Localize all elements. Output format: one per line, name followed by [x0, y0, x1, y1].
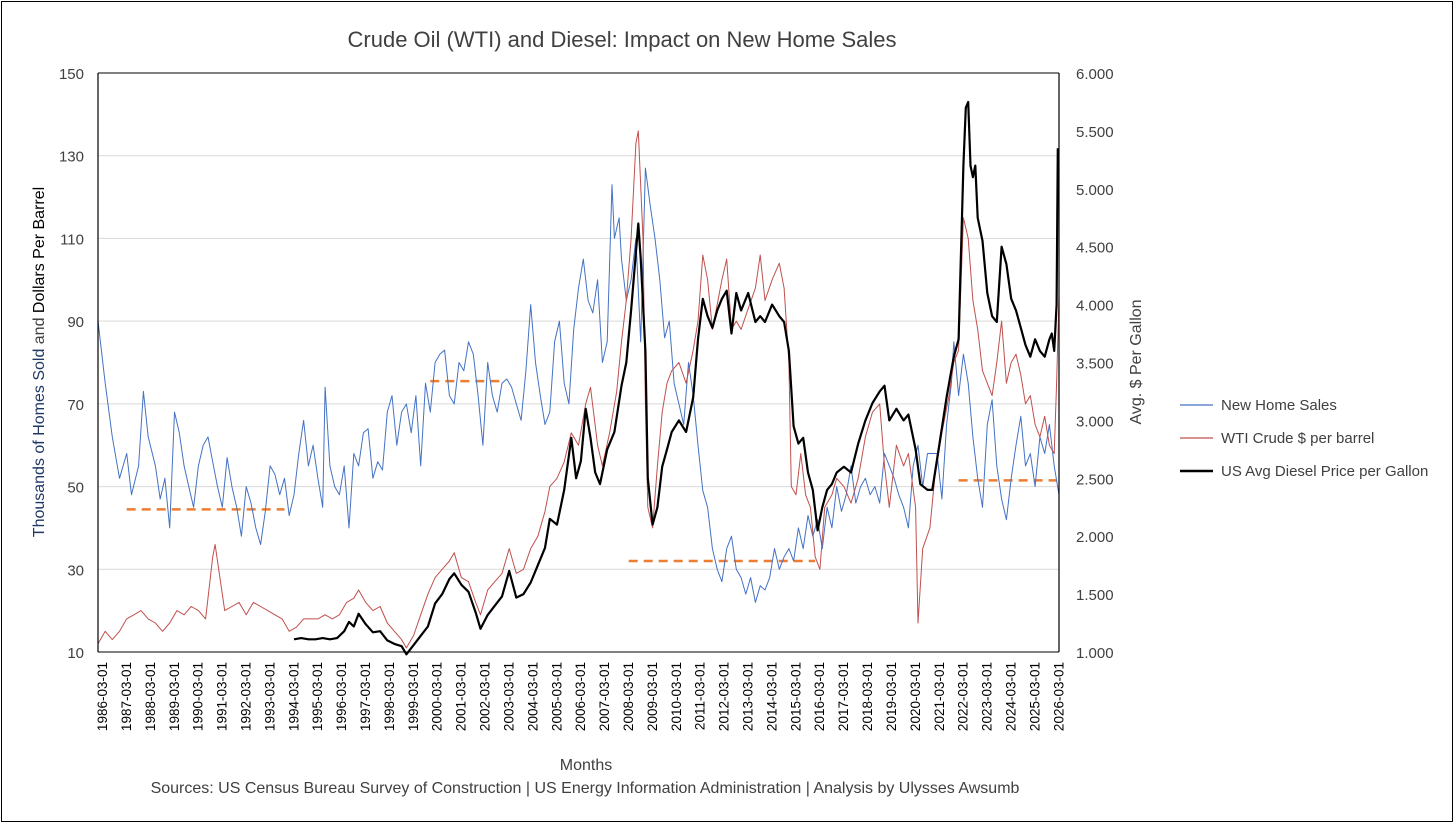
y-tick-label: 50 [67, 480, 84, 497]
y-axis-label: Thousands of Homes Sold and Dollars Per … [31, 187, 48, 537]
x-tick-label: 2022-03-01 [956, 662, 971, 731]
x-tick-label: 1998-03-01 [382, 662, 397, 731]
y-axis-label-and: and [31, 313, 48, 349]
y-tick-label: 150 [59, 66, 84, 83]
x-tick-label: 1992-03-01 [238, 662, 253, 731]
series-line-2 [293, 100, 1059, 656]
x-tick-label: 1996-03-01 [334, 662, 349, 731]
series-group [97, 100, 1060, 656]
x-tick-label: 2002-03-01 [478, 662, 493, 731]
legend-label: WTI Crude $ per barrel [1221, 430, 1374, 447]
y2-tick-label: 1.000 [1076, 645, 1114, 662]
x-tick-label: 2003-03-01 [501, 662, 516, 731]
y-tick-label: 70 [67, 397, 84, 414]
x-tick-label: 1990-03-01 [191, 662, 206, 731]
y2-tick-label: 5.000 [1076, 182, 1114, 199]
y2-tick-label: 3.500 [1076, 356, 1114, 373]
x-tick-label: 2012-03-01 [717, 662, 732, 731]
legend-label: New Home Sales [1221, 397, 1337, 414]
series-line-1 [97, 130, 1060, 649]
y-tick-label: 90 [67, 314, 84, 331]
x-tick-label: 2011-03-01 [693, 662, 708, 730]
right-y-ticks: 1.000 1.500 2.000 2.500 3.000 3.500 4.000 4.500… [1076, 66, 1114, 662]
x-tick-label: 2018-03-01 [860, 662, 875, 731]
legend: New Home Sales WTI Crude $ per barrel US A… [1180, 397, 1428, 480]
y2-tick-label: 4.000 [1076, 298, 1114, 315]
x-ticks: 1986-03-01 1987-03-01 1988-03-01 1989-03-01… [95, 662, 1066, 731]
x-tick-label: 2014-03-01 [764, 662, 779, 731]
x-tick-label: 2023-03-01 [980, 662, 995, 731]
y2-tick-label: 2.500 [1076, 471, 1114, 488]
gridlines [98, 155, 1059, 570]
source-text: Sources: US Census Bureau Survey of Cons… [151, 780, 1020, 797]
series-line-0 [97, 167, 1060, 603]
x-tick-label: 2006-03-01 [573, 662, 588, 731]
x-tick-label: 2019-03-01 [884, 662, 899, 731]
x-tick-label: 2024-03-01 [1003, 662, 1018, 731]
y2-tick-label: 2.000 [1076, 529, 1114, 546]
x-tick-label: 1988-03-01 [143, 662, 158, 731]
y-tick-label: 130 [59, 149, 84, 166]
x-tick-label: 1991-03-01 [215, 662, 230, 731]
y-tick-label: 10 [67, 645, 84, 662]
y2-tick-label: 5.500 [1076, 124, 1114, 141]
x-tick-label: 2025-03-01 [1027, 662, 1042, 731]
x-tick-label: 2009-03-01 [645, 662, 660, 731]
x-tick-label: 2020-03-01 [908, 662, 923, 731]
x-tick-label: 2016-03-01 [812, 662, 827, 731]
x-tick-label: 2015-03-01 [788, 662, 803, 731]
y-axis-label-suffix: Dollars Per Barrel [31, 187, 48, 313]
x-tick-label: 2010-03-01 [669, 662, 684, 731]
left-y-ticks: 10 30 50 70 90 110 130 150 [59, 66, 84, 662]
y2-tick-label: 6.000 [1076, 66, 1114, 83]
x-tick-label: 1994-03-01 [286, 662, 301, 731]
x-tick-label: 1989-03-01 [167, 662, 182, 731]
x-tick-label: 1993-03-01 [262, 662, 277, 731]
x-tick-label: 1999-03-01 [406, 662, 421, 731]
x-axis-label: Months [560, 757, 612, 774]
y2-tick-label: 4.500 [1076, 240, 1114, 257]
x-tick-label: 2000-03-01 [430, 662, 445, 731]
x-tick-label: 2004-03-01 [525, 662, 540, 731]
chart-title: Crude Oil (WTI) and Diesel: Impact on Ne… [348, 27, 897, 52]
y2-axis-label: Avg. $ Per Gallon [1128, 299, 1145, 424]
x-tick-label: 1997-03-01 [358, 662, 373, 731]
y-axis-label-prefix: Thousands of Homes Sold [31, 349, 48, 538]
x-tick-label: 2005-03-01 [549, 662, 564, 731]
x-tick-label: 2026-03-01 [1051, 662, 1066, 731]
x-tick-label: 2013-03-01 [741, 662, 756, 731]
x-tick-label: 1986-03-01 [95, 662, 110, 731]
y2-tick-label: 3.000 [1076, 413, 1114, 430]
average-lines [126, 379, 1057, 563]
y2-tick-label: 1.500 [1076, 587, 1114, 604]
legend-label: US Avg Diesel Price per Gallon [1221, 463, 1428, 480]
x-tick-label: 1995-03-01 [310, 662, 325, 731]
y-tick-label: 110 [60, 231, 84, 248]
y-tick-label: 30 [67, 562, 84, 579]
x-tick-label: 1987-03-01 [119, 662, 134, 731]
x-tick-label: 2008-03-01 [621, 662, 636, 731]
x-tick-label: 2021-03-01 [932, 662, 947, 731]
x-tick-label: 2007-03-01 [597, 662, 612, 731]
x-tick-label: 2017-03-01 [836, 662, 851, 731]
x-tick-label: 2001-03-01 [454, 662, 469, 731]
